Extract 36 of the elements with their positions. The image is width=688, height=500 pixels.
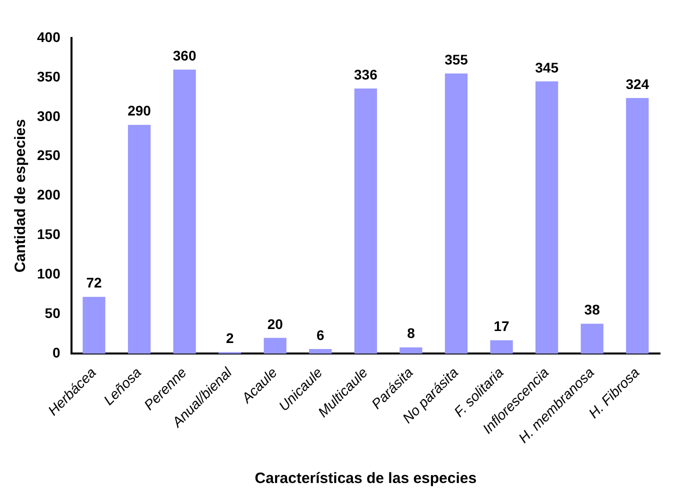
data-label: 290 <box>128 102 152 119</box>
bar <box>82 296 106 354</box>
bar <box>264 338 286 354</box>
data-label: 6 <box>316 326 324 343</box>
bar <box>173 70 196 354</box>
data-label: 360 <box>172 47 196 64</box>
data-label: 324 <box>626 76 650 92</box>
data-label: 38 <box>584 302 600 318</box>
y-tick-label: 150 <box>37 226 61 242</box>
bar <box>309 348 332 354</box>
data-label: 2 <box>226 330 234 346</box>
y-tick-label: 350 <box>37 68 61 84</box>
data-label: 345 <box>535 59 559 76</box>
bar <box>580 324 604 354</box>
bar <box>626 98 649 354</box>
bar <box>354 88 377 354</box>
data-label: 336 <box>354 66 378 82</box>
bar <box>400 347 422 354</box>
y-tick-label: 300 <box>37 108 61 124</box>
data-label: 8 <box>407 325 416 342</box>
y-tick-label: 400 <box>37 28 61 45</box>
data-label: 72 <box>86 274 102 291</box>
y-tick-label: 250 <box>37 147 61 164</box>
y-tick-label: 0 <box>52 344 61 361</box>
y-tick-label: 200 <box>37 186 61 203</box>
data-label: 17 <box>494 318 510 334</box>
data-label: 20 <box>267 316 284 332</box>
data-label: 355 <box>444 51 468 68</box>
bar <box>490 340 513 354</box>
bar <box>128 124 151 354</box>
bar <box>444 74 468 354</box>
y-tick-label: 50 <box>44 305 61 322</box>
x-axis-title: Características de las especies <box>254 470 477 488</box>
y-axis-title: Cantidad de especies <box>12 119 30 273</box>
bar <box>535 81 558 354</box>
y-tick-label: 100 <box>37 266 61 282</box>
